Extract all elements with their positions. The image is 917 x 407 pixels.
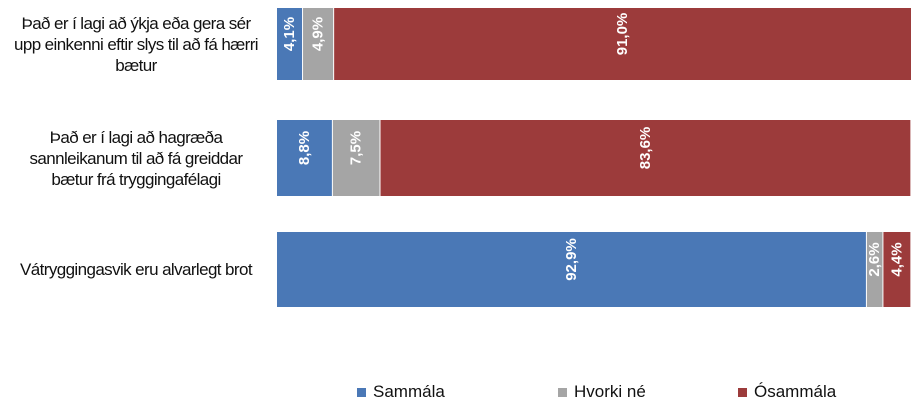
data-label: 92,9% — [563, 238, 580, 281]
bar-segment — [303, 8, 334, 80]
legend-swatch — [738, 387, 747, 397]
legend-item: Hvorki né — [558, 382, 646, 402]
bar-segment — [332, 120, 380, 196]
data-label: 7,5% — [348, 131, 365, 165]
bar-segment — [277, 120, 332, 196]
bar-segment — [334, 8, 911, 80]
bar-segment — [380, 120, 911, 196]
legend-text: Sammála — [373, 382, 445, 401]
legend-swatch — [357, 387, 366, 397]
data-label: 4,4% — [888, 242, 905, 276]
data-label: 83,6% — [637, 127, 654, 170]
legend-text: Ósammála — [754, 382, 837, 401]
bar-segment — [866, 232, 883, 307]
data-label: 4,1% — [281, 17, 298, 51]
category-label: Það er í lagi að hagræða sannleikanum ti… — [29, 127, 244, 189]
category-label: Það er í lagi að ýkja eða gera sér upp e… — [13, 13, 259, 75]
data-label: 8,8% — [296, 131, 313, 165]
legend-item: Sammála — [357, 382, 445, 402]
data-label: 91,0% — [614, 13, 631, 56]
legend-item: Ósammála — [738, 382, 836, 402]
legend-text: Hvorki né — [574, 382, 646, 401]
data-label: 2,6% — [866, 242, 883, 276]
bar-segment — [883, 232, 911, 307]
bar-segment — [277, 232, 866, 307]
bar-segment — [277, 8, 303, 80]
legend-swatch — [558, 387, 567, 397]
legend: Sammála Hvorki né Ósammála — [0, 382, 917, 406]
category-label: Vátryggingasvik eru alvarlegt brot — [20, 260, 253, 279]
data-label: 4,9% — [310, 17, 327, 51]
